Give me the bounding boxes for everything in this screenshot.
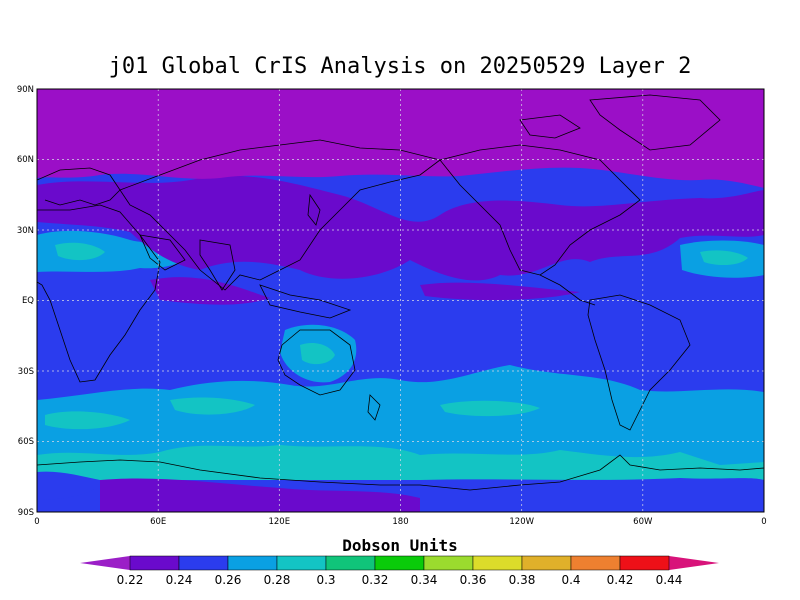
coast-australia	[277, 329, 356, 396]
lon-tick-label: 180	[392, 517, 408, 527]
colorbar-swatch	[423, 555, 474, 571]
field-australia-cyan	[300, 343, 335, 365]
colorbar-tick-label: 0.24	[166, 573, 193, 587]
colorbar-high-arrow	[669, 556, 719, 570]
colorbar-tick-label: 0.4	[561, 573, 580, 587]
field-violet-belt	[37, 175, 764, 281]
field-cyan-patch	[37, 445, 764, 480]
lat-tick-labels: 90N 60N 30N EQ 30S 60S 90S	[17, 85, 34, 518]
coast-antarctica	[37, 454, 764, 491]
field-southern-band	[37, 365, 764, 470]
coast-arctic-islands	[519, 114, 581, 139]
field-violet-patch	[420, 282, 580, 301]
lon-tick-label: 60E	[150, 517, 166, 527]
colorbar-units: Dobson Units	[342, 536, 458, 555]
lon-tick-label: 0	[761, 517, 766, 527]
colorbar-swatch	[570, 555, 621, 571]
colorbar-swatch	[276, 555, 327, 571]
map-title: j01 Global CrIS Analysis on 20250529 Lay…	[108, 54, 692, 79]
lat-tick-label: 90S	[18, 508, 34, 518]
colorbar-swatch	[129, 555, 180, 571]
colorbar-swatch	[325, 555, 376, 571]
lon-tick-label: 0	[34, 517, 39, 527]
coast-greenland	[589, 94, 721, 151]
field-atlantic-cyan	[700, 250, 748, 266]
field-cyan-patch	[45, 411, 130, 430]
coast-south-america	[587, 294, 691, 431]
colorbar-swatch	[227, 555, 278, 571]
colorbar-tick-label: 0.22	[117, 573, 144, 587]
coast-seasia	[259, 284, 352, 319]
lat-tick-label: 60N	[17, 155, 34, 165]
lat-tick-label: 60S	[18, 437, 34, 447]
field-antarctic-blue	[37, 471, 100, 500]
lon-tick-label: 60W	[633, 517, 653, 527]
lat-tick-label: 30N	[17, 226, 34, 236]
colorbar: 0.22 0.24 0.26 0.28 0.3 0.32 0.34 0.36 0.38 0.4 0.…	[80, 555, 719, 587]
coast-nz	[367, 394, 381, 421]
colorbar-swatch	[178, 555, 229, 571]
colorbar-swatch	[374, 555, 425, 571]
colorbar-tick-label: 0.28	[264, 573, 291, 587]
coast-india	[199, 239, 236, 291]
lat-tick-label: EQ	[22, 296, 34, 306]
colorbar-swatch	[521, 555, 572, 571]
colorbar-tick-label: 0.44	[656, 573, 683, 587]
colorbar-tick-label: 0.26	[215, 573, 242, 587]
colorbar-tick-label: 0.34	[411, 573, 438, 587]
lon-tick-labels: 0 60E 120E 180 120W 60W 0	[34, 517, 766, 527]
field-cyan-patch	[440, 400, 540, 417]
lon-tick-label: 120E	[268, 517, 290, 527]
colorbar-swatch	[472, 555, 523, 571]
field-north-africa	[37, 230, 195, 272]
colorbar-tick-label: 0.42	[607, 573, 634, 587]
lat-tick-label: 90N	[17, 85, 34, 95]
field-polar	[37, 89, 764, 188]
coast-europe	[37, 167, 121, 206]
colorbar-tick-label: 0.3	[316, 573, 335, 587]
colorbar-tick-label: 0.36	[460, 573, 487, 587]
lon-tick-label: 120W	[509, 517, 534, 527]
colorbar-low-arrow	[80, 556, 130, 570]
coast-japan	[307, 193, 321, 226]
coastlines	[37, 94, 764, 491]
field-violet-patch	[150, 277, 270, 305]
lat-tick-label: 30S	[18, 367, 34, 377]
graticule	[37, 89, 764, 512]
coast-central-america	[539, 274, 596, 306]
coast-north-america	[439, 144, 641, 276]
field-antarctic-violet	[100, 478, 420, 512]
coast-africa	[37, 204, 161, 383]
map-frame	[36, 88, 765, 513]
coast-asia	[119, 139, 441, 291]
field-antarctic-blue	[420, 478, 764, 512]
colorbar-tick-label: 0.38	[509, 573, 536, 587]
field-cyan-patch	[170, 397, 255, 415]
colorbar-swatch	[619, 555, 670, 571]
colorbar-tick-label: 0.32	[362, 573, 389, 587]
coast-arabia	[139, 234, 186, 271]
field-north-africa-cyan	[55, 242, 105, 261]
